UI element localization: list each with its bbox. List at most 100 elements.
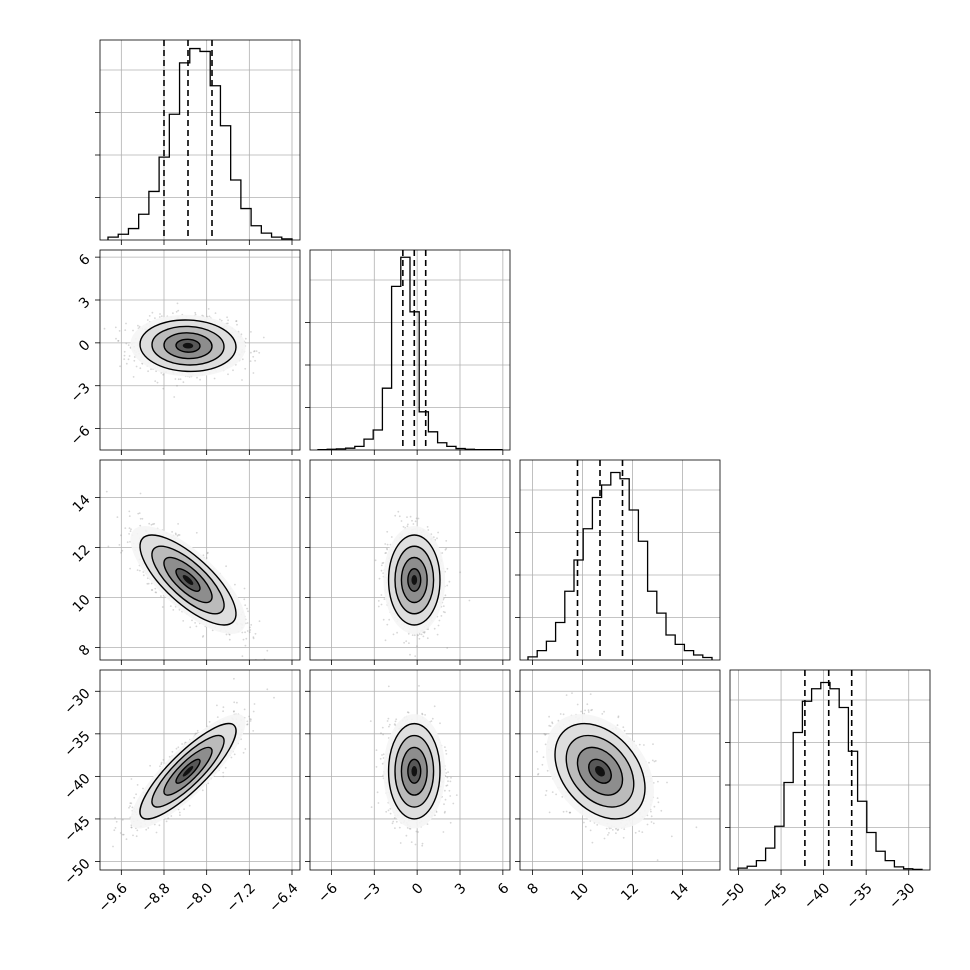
scatter-point bbox=[162, 387, 165, 390]
scatter-point bbox=[246, 622, 249, 624]
scatter-point bbox=[406, 516, 408, 518]
scatter-point bbox=[468, 599, 471, 602]
contour-line bbox=[394, 545, 435, 615]
scatter-point bbox=[155, 370, 157, 373]
contour-line bbox=[151, 545, 225, 615]
scatter-point bbox=[195, 625, 198, 628]
scatter-point bbox=[150, 368, 152, 371]
scatter-point bbox=[128, 515, 131, 517]
scatter-point bbox=[377, 605, 380, 608]
scatter-point bbox=[147, 582, 150, 585]
scatter-point bbox=[139, 367, 142, 370]
scatter-point bbox=[206, 552, 209, 555]
scatter-point bbox=[123, 358, 126, 360]
scatter-point bbox=[205, 557, 208, 559]
scatter-point bbox=[189, 626, 192, 629]
scatter-point bbox=[138, 569, 141, 572]
scatter-point bbox=[128, 533, 130, 535]
scatter-point bbox=[219, 318, 221, 321]
scatter-point bbox=[420, 633, 423, 636]
scatter-point bbox=[423, 631, 426, 633]
scatter-point bbox=[386, 623, 389, 626]
scatter-point bbox=[407, 523, 409, 526]
scatter-point bbox=[132, 376, 135, 378]
scatter-point bbox=[254, 359, 256, 362]
scatter-point bbox=[162, 373, 165, 376]
scatter-point bbox=[202, 635, 205, 637]
scatter-point bbox=[135, 365, 138, 368]
scatter-point bbox=[202, 554, 205, 557]
scatter-point bbox=[241, 655, 244, 658]
density-core bbox=[411, 575, 418, 585]
contour-line bbox=[175, 568, 201, 592]
scatter-point bbox=[228, 638, 231, 641]
scatter-point bbox=[406, 525, 409, 528]
scatter-point bbox=[234, 583, 236, 586]
scatter-point bbox=[115, 820, 118, 823]
scatter-point bbox=[226, 316, 228, 319]
scatter-point bbox=[448, 580, 451, 583]
scatter-point bbox=[252, 372, 255, 374]
scatter-point bbox=[169, 605, 172, 607]
scatter-point bbox=[178, 534, 181, 536]
scatter-point bbox=[412, 523, 415, 525]
scatter-point bbox=[119, 365, 121, 368]
scatter-point bbox=[253, 350, 255, 353]
scatter-point bbox=[386, 530, 389, 533]
scatter-point bbox=[249, 360, 252, 362]
scatter-point bbox=[130, 528, 132, 531]
scatter-point bbox=[444, 548, 447, 551]
scatter-point bbox=[244, 644, 247, 647]
scatter-point bbox=[244, 367, 247, 370]
scatter-point bbox=[446, 584, 449, 587]
scatter-point bbox=[442, 611, 445, 613]
scatter-point bbox=[409, 653, 411, 656]
scatter-point bbox=[390, 536, 393, 538]
scatter-point bbox=[441, 552, 444, 554]
panel-frame bbox=[309, 459, 511, 661]
scatter-point bbox=[423, 631, 426, 634]
scatter-point bbox=[243, 587, 246, 590]
scatter-point bbox=[252, 636, 255, 639]
scatter-point bbox=[417, 634, 419, 637]
scatter-point bbox=[396, 631, 398, 634]
scatter-point bbox=[150, 582, 153, 585]
scatter-point bbox=[250, 624, 253, 626]
contour-line bbox=[387, 534, 441, 626]
scatter-point bbox=[380, 603, 383, 606]
scatter-point bbox=[136, 569, 139, 571]
scatter-point bbox=[207, 308, 210, 310]
scatter-point bbox=[126, 541, 129, 544]
scatter-point bbox=[250, 351, 252, 354]
hist-panel-2 bbox=[515, 459, 721, 665]
scatter-point bbox=[194, 313, 197, 316]
scatter-point bbox=[392, 633, 395, 636]
scatter-point bbox=[226, 322, 229, 325]
scatter-point bbox=[437, 624, 440, 627]
scatter-point bbox=[249, 629, 252, 631]
scatter-point bbox=[241, 358, 244, 361]
scatter-point bbox=[227, 373, 229, 376]
scatter-point bbox=[191, 619, 193, 622]
scatter-point bbox=[244, 337, 247, 340]
scatter-point bbox=[148, 522, 151, 525]
scatter-point bbox=[146, 319, 149, 321]
scatter-point bbox=[437, 531, 439, 534]
scatter-point bbox=[206, 315, 209, 318]
scatter-point bbox=[196, 376, 198, 379]
scatter-point bbox=[154, 591, 157, 594]
scatter-point bbox=[411, 519, 413, 522]
scatter-point bbox=[446, 647, 449, 649]
scatter-point bbox=[236, 323, 238, 326]
scatter-point bbox=[444, 611, 446, 614]
scatter-point bbox=[405, 640, 408, 643]
panel-frame bbox=[99, 249, 301, 451]
scatter-point bbox=[426, 526, 429, 528]
scatter-point bbox=[386, 548, 389, 551]
scatter-point bbox=[151, 311, 154, 314]
scatter-point bbox=[177, 378, 180, 381]
scatter-point bbox=[179, 378, 182, 381]
scatter-point bbox=[385, 552, 387, 554]
contour-line bbox=[163, 332, 213, 360]
scatter-point bbox=[153, 522, 156, 525]
